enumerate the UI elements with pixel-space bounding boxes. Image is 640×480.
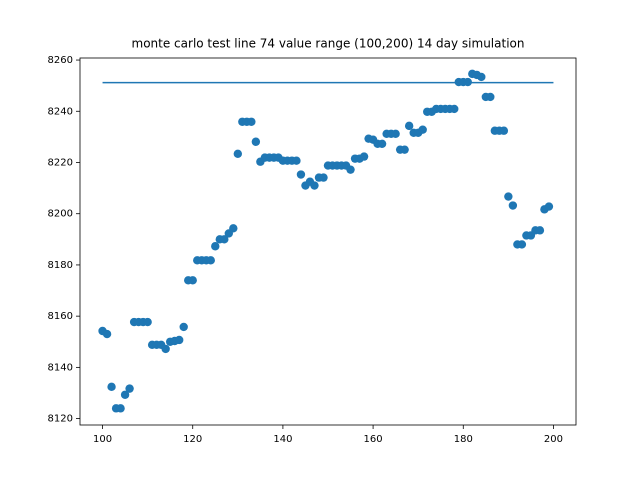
point: [229, 224, 238, 233]
point: [102, 329, 112, 339]
point: [319, 173, 328, 182]
y-tick-label: 8260: [48, 55, 73, 66]
point: [220, 235, 229, 244]
point: [359, 152, 369, 161]
point: [508, 201, 518, 210]
point: [292, 156, 301, 165]
point: [517, 240, 527, 249]
x-tick-label: 140: [273, 434, 292, 445]
point: [206, 256, 215, 265]
point: [418, 125, 427, 134]
y-tick-label: 8240: [48, 106, 73, 117]
point: [499, 126, 509, 135]
point: [535, 226, 545, 235]
point: [377, 139, 387, 148]
point: [450, 104, 459, 114]
point: [211, 242, 220, 251]
point: [310, 181, 319, 190]
point: [233, 149, 243, 158]
point: [116, 404, 125, 413]
point: [477, 72, 486, 82]
point: [486, 92, 495, 102]
point: [544, 202, 554, 211]
point: [175, 335, 184, 345]
point: [251, 137, 261, 146]
point: [107, 382, 116, 392]
y-tick-label: 8180: [48, 260, 73, 271]
point: [296, 170, 306, 179]
x-tick-label: 160: [364, 434, 383, 445]
point: [346, 165, 355, 174]
x-tick-label: 200: [544, 434, 563, 445]
point: [504, 192, 513, 201]
point: [143, 317, 152, 327]
point: [391, 129, 400, 139]
y-tick-label: 8200: [48, 209, 73, 220]
point: [125, 384, 134, 393]
point: [120, 390, 130, 399]
y-tick-label: 8220: [48, 157, 73, 168]
x-tick-label: 180: [454, 434, 473, 445]
y-tick-label: 8120: [48, 414, 73, 425]
point: [161, 344, 170, 354]
point: [404, 121, 414, 131]
point: [188, 276, 197, 285]
y-tick-label: 8160: [48, 311, 73, 322]
x-tick-label: 100: [93, 434, 112, 445]
point: [463, 77, 472, 87]
point: [179, 322, 188, 332]
y-tick-label: 8140: [48, 362, 73, 373]
chart-title: monte carlo test line 74 value range (10…: [132, 37, 525, 51]
point: [400, 145, 409, 154]
point: [247, 117, 256, 126]
x-tick-label: 120: [183, 434, 202, 445]
plot-frame: [79, 57, 577, 426]
